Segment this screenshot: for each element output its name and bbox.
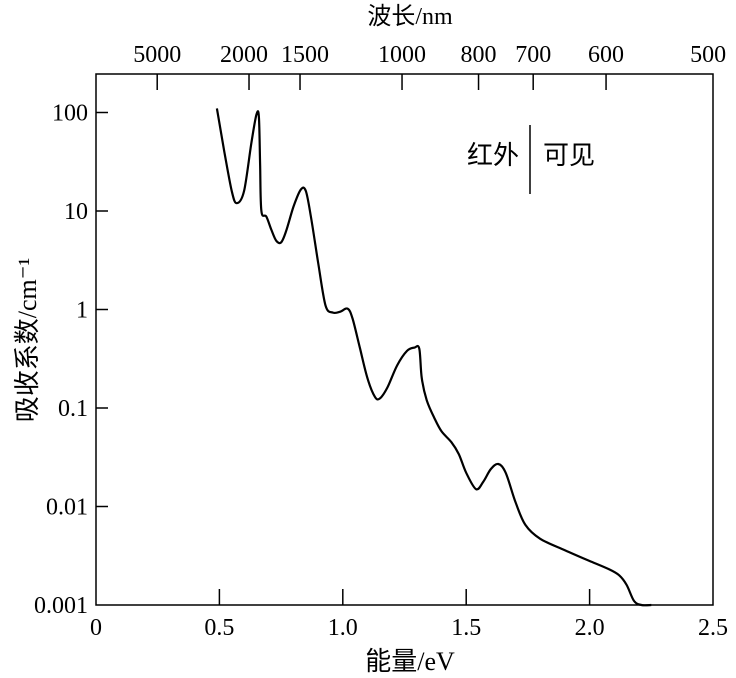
x-tick-label: 1.5 [451,615,481,641]
y-axis-ticks: 100 10 1 0.1 0.01 0.001 [34,101,108,619]
y-tick-label: 100 [52,101,88,127]
visible-label: 可见 [543,141,595,170]
top-axis-ticks: 5000 2000 1500 1000 800 700 600 500 [133,42,726,90]
x-tick-label: 0.5 [204,615,234,641]
infrared-label: 红外 [467,141,519,170]
x-axis-label: 能量/eV [365,647,455,676]
x-tick-label: 2.0 [575,615,605,641]
y-tick-label: 10 [64,199,88,225]
top-tick-label: 600 [588,42,624,68]
top-tick-label: 1000 [378,42,426,68]
top-tick-label: 2000 [220,42,268,68]
top-tick-label: 5000 [133,42,181,68]
absorption-curve [215,108,652,607]
top-axis-label: 波长/nm [367,3,453,30]
y-tick-label: 0.01 [46,495,88,521]
y-tick-label: 1 [76,298,88,324]
y-axis-label: 吸收系数/cm⁻¹ [13,258,42,423]
plot-frame [95,73,714,606]
x-tick-label: 0 [90,615,102,641]
y-tick-label: 0.1 [58,396,88,422]
top-tick-label: 500 [690,42,726,68]
top-tick-label: 700 [515,42,551,68]
x-axis-ticks: 0 0.5 1.0 1.5 2.0 2.5 [90,589,728,641]
top-tick-label: 800 [461,42,497,68]
y-tick-label: 0.001 [34,593,88,619]
x-tick-label: 2.5 [698,615,728,641]
top-tick-label: 1500 [281,42,329,68]
x-tick-label: 1.0 [328,615,358,641]
